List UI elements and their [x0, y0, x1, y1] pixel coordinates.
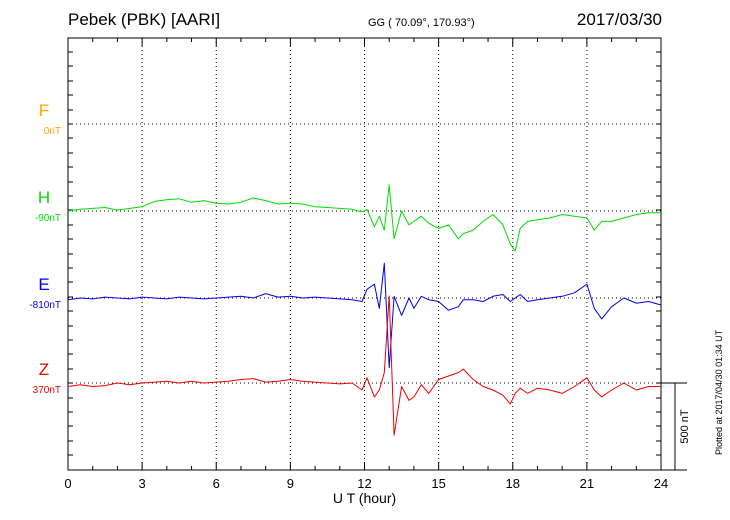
series-name-Z: Z — [39, 360, 49, 379]
x-axis-label: U T (hour) — [333, 490, 396, 506]
x-tick-labels: 0 3 6 9 12 15 18 21 24 — [64, 476, 668, 491]
series-name-H: H — [38, 188, 50, 207]
series-line-E — [67, 262, 662, 369]
series-baseline-E: -810nT — [29, 300, 61, 311]
series-baseline-H: -90nT — [35, 213, 61, 224]
x-tick-label-12: 12 — [357, 476, 371, 491]
chart-date: 2017/03/30 — [576, 10, 662, 29]
x-tick-label-0: 0 — [64, 476, 71, 491]
chart-title: Pebek (PBK) [AARI] — [68, 10, 221, 29]
scale-bar-label: 500 nT — [679, 409, 691, 444]
x-tick-label-3: 3 — [139, 476, 146, 491]
series-line-H — [67, 184, 661, 252]
grid-layer — [68, 38, 661, 470]
x-tick-label-6: 6 — [213, 476, 220, 491]
station-coordinates: GG ( 70.09°, 170.93°) — [368, 17, 475, 29]
series-layer — [67, 184, 662, 436]
series-line-Z — [67, 295, 661, 436]
tick-layer — [67, 38, 662, 471]
series-labels: F 0nT H -90nT E -810nT Z 370nT — [29, 101, 61, 396]
series-name-F: F — [39, 101, 49, 120]
series-baseline-Z: 370nT — [33, 385, 61, 396]
x-tick-label-15: 15 — [431, 476, 445, 491]
x-tick-label-9: 9 — [287, 476, 294, 491]
x-tick-label-21: 21 — [580, 476, 594, 491]
x-tick-label-24: 24 — [654, 476, 668, 491]
scale-bar: 500 nT — [661, 382, 691, 471]
series-name-E: E — [38, 275, 49, 294]
x-tick-label-18: 18 — [506, 476, 520, 491]
series-baseline-F: 0nT — [44, 126, 61, 137]
plotted-at-note: Plotted at 2017/04/30 01:34 UT — [714, 329, 724, 455]
